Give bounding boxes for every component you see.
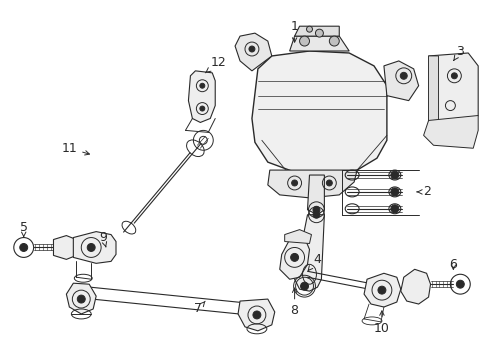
Polygon shape bbox=[364, 273, 400, 307]
Circle shape bbox=[300, 282, 308, 290]
Polygon shape bbox=[73, 231, 116, 264]
Text: 5: 5 bbox=[20, 221, 28, 237]
Polygon shape bbox=[188, 71, 215, 122]
Polygon shape bbox=[423, 116, 477, 148]
Polygon shape bbox=[267, 170, 356, 198]
Circle shape bbox=[290, 253, 298, 261]
Text: 9: 9 bbox=[99, 231, 107, 247]
Text: 6: 6 bbox=[448, 258, 456, 271]
Polygon shape bbox=[289, 36, 348, 51]
Circle shape bbox=[200, 106, 204, 111]
Circle shape bbox=[200, 83, 204, 88]
Text: 3: 3 bbox=[453, 45, 463, 60]
Text: 8: 8 bbox=[290, 288, 298, 318]
Circle shape bbox=[377, 286, 385, 294]
Text: 11: 11 bbox=[61, 142, 89, 155]
Polygon shape bbox=[284, 230, 311, 243]
Circle shape bbox=[315, 29, 323, 37]
Circle shape bbox=[450, 73, 456, 79]
Circle shape bbox=[390, 188, 398, 196]
Polygon shape bbox=[66, 283, 96, 314]
Polygon shape bbox=[427, 56, 438, 130]
Text: 12: 12 bbox=[205, 57, 225, 73]
Circle shape bbox=[390, 205, 398, 213]
Circle shape bbox=[325, 180, 332, 186]
Circle shape bbox=[87, 243, 95, 251]
Text: 4: 4 bbox=[307, 253, 321, 270]
Polygon shape bbox=[235, 33, 271, 71]
Polygon shape bbox=[307, 175, 324, 215]
Circle shape bbox=[291, 180, 297, 186]
Circle shape bbox=[455, 280, 463, 288]
Circle shape bbox=[312, 211, 319, 218]
Circle shape bbox=[312, 206, 319, 213]
Circle shape bbox=[252, 311, 260, 319]
Polygon shape bbox=[427, 53, 477, 130]
Circle shape bbox=[299, 36, 309, 46]
Circle shape bbox=[328, 36, 339, 46]
Circle shape bbox=[77, 295, 85, 303]
Text: 10: 10 bbox=[373, 311, 389, 336]
Polygon shape bbox=[294, 26, 339, 36]
Text: 2: 2 bbox=[416, 185, 429, 198]
Polygon shape bbox=[251, 51, 386, 175]
Text: 7: 7 bbox=[194, 301, 205, 315]
Polygon shape bbox=[53, 235, 76, 260]
Text: 1: 1 bbox=[290, 20, 298, 42]
Polygon shape bbox=[383, 61, 418, 100]
Circle shape bbox=[248, 46, 254, 52]
Polygon shape bbox=[279, 238, 309, 279]
Circle shape bbox=[20, 243, 28, 251]
Circle shape bbox=[306, 26, 312, 32]
Polygon shape bbox=[238, 299, 274, 331]
Polygon shape bbox=[294, 215, 324, 291]
Polygon shape bbox=[400, 269, 429, 304]
Circle shape bbox=[390, 171, 398, 179]
Circle shape bbox=[400, 72, 407, 79]
